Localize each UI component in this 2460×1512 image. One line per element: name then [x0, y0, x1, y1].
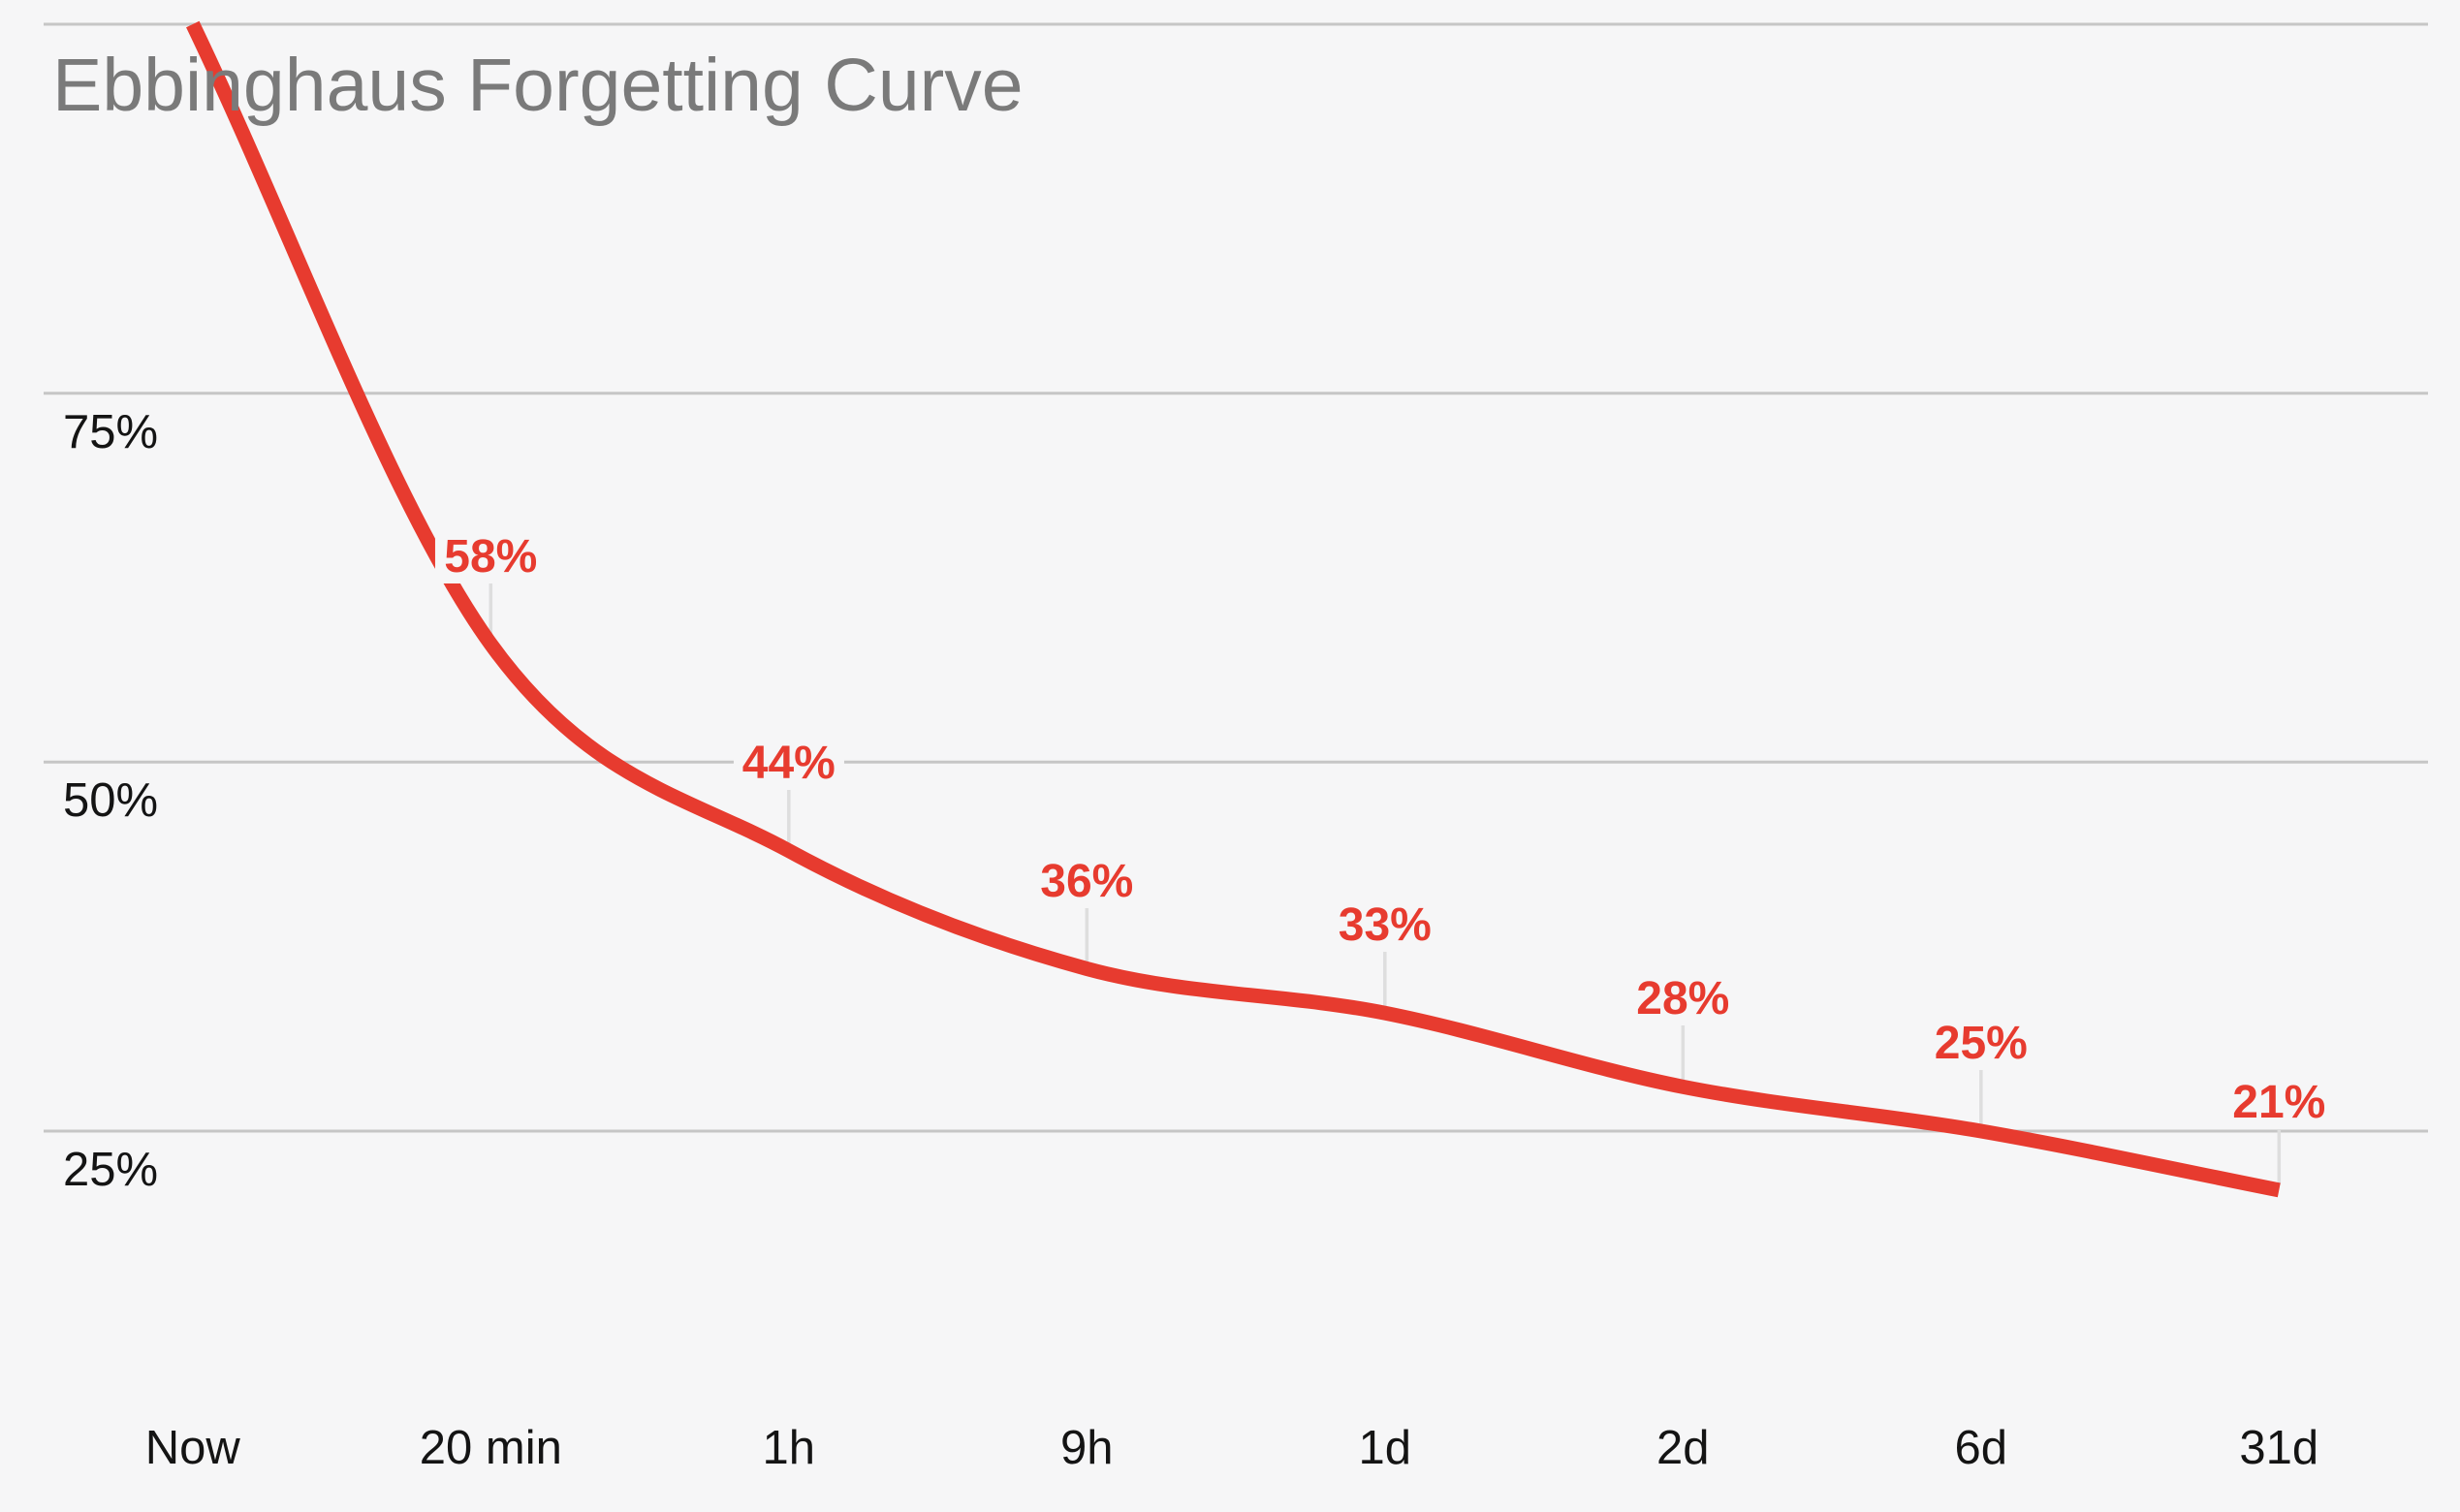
y-axis-label-50: 50%	[63, 774, 159, 828]
x-axis-label-31d: 31d	[2239, 1422, 2319, 1474]
data-label-36: 36%	[1031, 855, 1143, 908]
x-axis-label-now: Now	[144, 1422, 240, 1474]
x-axis-label-9h: 9h	[1060, 1422, 1114, 1474]
chart-title: Ebbinghaus Forgetting Curve	[52, 44, 1024, 127]
x-axis-label-1h: 1h	[762, 1422, 816, 1474]
data-label-21: 21%	[2223, 1076, 2335, 1129]
data-label-28: 28%	[1627, 973, 1739, 1026]
y-axis-label-25: 25%	[63, 1144, 159, 1196]
data-label-58: 58%	[435, 530, 547, 583]
x-axis-label-1d: 1d	[1358, 1422, 1412, 1474]
x-axis-label-6d: 6d	[1954, 1422, 2008, 1474]
data-label-25: 25%	[1925, 1018, 2036, 1070]
data-label-44: 44%	[733, 737, 844, 790]
data-label-33: 33%	[1329, 899, 1440, 953]
forgetting-curve-line	[186, 20, 2281, 1198]
x-axis-label-2d: 2d	[1656, 1422, 1710, 1474]
x-axis-label-20min: 20 min	[419, 1422, 562, 1474]
y-axis-label-75: 75%	[63, 405, 159, 458]
